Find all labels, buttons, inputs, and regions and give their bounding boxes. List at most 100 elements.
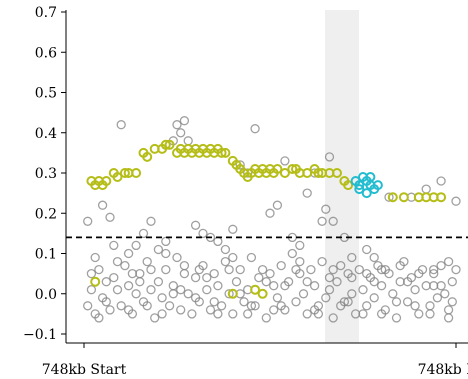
background-point xyxy=(213,236,223,247)
background-point xyxy=(410,285,420,295)
background-point xyxy=(105,305,115,315)
background-point xyxy=(112,285,123,295)
background-point xyxy=(261,313,271,323)
background-point xyxy=(257,264,268,275)
background-point xyxy=(328,216,338,226)
y-tick-label: 0.0 xyxy=(35,287,57,303)
background-point xyxy=(228,252,238,263)
background-point xyxy=(97,200,108,210)
background-point xyxy=(302,309,312,319)
background-point xyxy=(86,268,97,279)
background-point xyxy=(216,301,227,311)
highlight-point xyxy=(164,139,175,150)
y-tick-label: −0.1 xyxy=(23,327,57,343)
background-point xyxy=(250,301,260,311)
target-points xyxy=(350,172,383,199)
background-point xyxy=(436,176,446,186)
background-point xyxy=(421,281,431,291)
highlight-point xyxy=(250,284,261,295)
background-point xyxy=(131,289,141,299)
target-point xyxy=(361,188,372,199)
background-point xyxy=(447,277,457,287)
background-point xyxy=(94,313,104,323)
background-point xyxy=(243,168,253,178)
background-point xyxy=(451,196,461,206)
background-point xyxy=(209,297,219,307)
background-point xyxy=(347,272,357,283)
background-point xyxy=(395,260,405,271)
background-point xyxy=(425,301,435,311)
background-point xyxy=(402,277,413,287)
background-point xyxy=(324,152,335,162)
background-point xyxy=(321,293,331,303)
background-point xyxy=(269,305,279,315)
background-point xyxy=(391,313,402,323)
background-point xyxy=(343,297,353,307)
background-point xyxy=(209,268,219,279)
background-point xyxy=(321,204,331,214)
highlight-point xyxy=(119,168,130,178)
background-point xyxy=(317,216,327,226)
highlight-point xyxy=(272,164,283,174)
background-point xyxy=(443,305,454,315)
background-point xyxy=(213,281,223,291)
background-point xyxy=(138,228,149,239)
background-point xyxy=(388,289,398,299)
background-point xyxy=(164,301,175,311)
background-point xyxy=(220,244,231,255)
background-point xyxy=(168,281,178,291)
background-point xyxy=(429,281,439,291)
background-point xyxy=(161,264,171,275)
background-point xyxy=(116,120,126,130)
highlight-point xyxy=(216,147,227,158)
background-point xyxy=(295,240,305,251)
background-point xyxy=(228,309,238,319)
target-point xyxy=(365,172,376,182)
background-point xyxy=(187,309,197,319)
background-point xyxy=(176,305,186,315)
y-axis-ticks: 0.7 0.6 0.5 0.4 0.3 0.2 0.1 0.0 −0.1 xyxy=(23,5,66,343)
background-points xyxy=(83,116,461,323)
background-point xyxy=(306,264,316,275)
background-point xyxy=(190,293,201,303)
background-point xyxy=(94,264,104,275)
background-point xyxy=(123,248,134,259)
background-point xyxy=(116,301,126,311)
background-point xyxy=(235,160,245,170)
background-point xyxy=(328,264,338,275)
target-point xyxy=(354,184,365,195)
highlight-point xyxy=(436,192,447,203)
y-tick-label: 0.4 xyxy=(35,126,57,142)
background-point xyxy=(265,208,275,218)
highlight-point xyxy=(160,139,171,150)
background-point xyxy=(391,297,402,307)
background-point xyxy=(432,293,443,303)
background-point xyxy=(287,248,297,259)
background-point xyxy=(309,305,320,315)
background-point xyxy=(83,216,93,226)
background-point xyxy=(213,309,223,319)
background-point xyxy=(324,272,335,283)
background-point xyxy=(380,264,390,275)
background-point xyxy=(369,252,379,263)
background-point xyxy=(153,277,164,287)
target-point xyxy=(372,180,383,191)
y-tick-label: 0.6 xyxy=(35,45,57,61)
background-point xyxy=(443,256,454,267)
background-point xyxy=(183,289,193,299)
background-point xyxy=(336,260,346,271)
highlight-point xyxy=(90,276,101,287)
background-point xyxy=(328,313,338,323)
background-point xyxy=(269,281,279,291)
background-point xyxy=(410,301,420,311)
background-point xyxy=(421,184,431,194)
background-point xyxy=(298,289,309,299)
x-tick-label: 748kb End xyxy=(418,362,468,378)
background-point xyxy=(440,289,450,299)
background-point xyxy=(142,301,152,311)
background-point xyxy=(176,285,186,295)
highlight-point xyxy=(287,164,298,174)
background-point xyxy=(231,277,242,287)
background-point xyxy=(190,272,201,283)
